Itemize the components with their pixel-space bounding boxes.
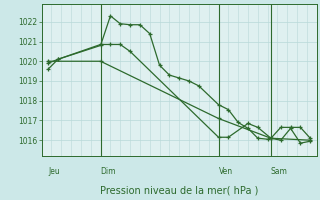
Text: Dim: Dim [100,167,116,176]
Text: Pression niveau de la mer( hPa ): Pression niveau de la mer( hPa ) [100,186,258,196]
Text: Ven: Ven [219,167,233,176]
Text: Sam: Sam [271,167,288,176]
Text: Jeu: Jeu [48,167,60,176]
